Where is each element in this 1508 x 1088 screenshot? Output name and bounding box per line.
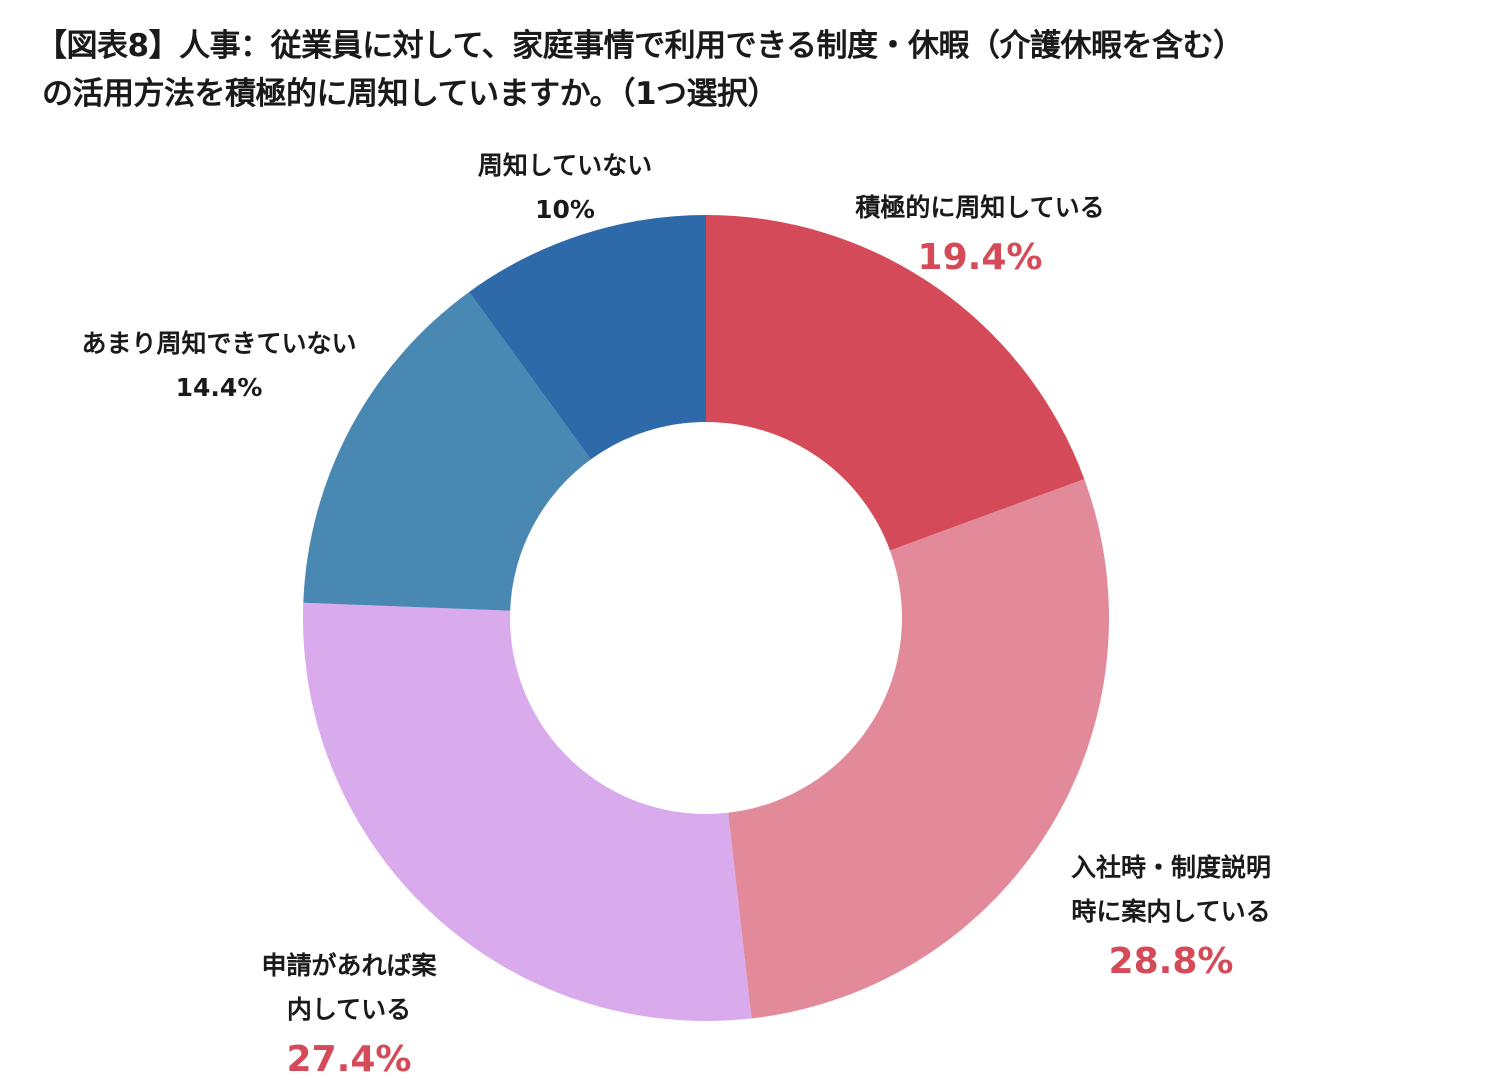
donut-slice-4 — [303, 291, 591, 611]
donut-slice-3 — [303, 602, 752, 1021]
slice-label-text: 内している — [286, 995, 412, 1024]
slice-label-5: 周知していない 10% — [478, 144, 652, 232]
chart-title: 【図表8】人事：従業員に対して、家庭事情で利用できる制度・休暇（介護休暇を含む）… — [36, 22, 1496, 118]
donut-slice-2 — [728, 479, 1109, 1019]
slice-label-4: あまり周知できていない 14.4% — [81, 322, 356, 410]
slice-value-label: 27.4% — [286, 1039, 412, 1080]
slice-label-text: 時に案内している — [1071, 897, 1271, 926]
chart-title-line-2: の活用方法を積極的に周知していますか。（1つ選択） — [42, 76, 779, 112]
slice-label-2: 入社時・制度説明 時に案内している 28.8% — [1071, 846, 1271, 990]
donut-slice-5 — [469, 215, 706, 460]
slice-label-text: 周知していない — [477, 151, 653, 180]
slice-label-text: 申請があれば案 — [261, 951, 437, 980]
slice-label-1: 積極的に周知している 19.4% — [855, 186, 1104, 286]
slice-label-text: 入社時・制度説明 — [1070, 853, 1272, 882]
slice-label-text: あまり周知できていない — [81, 329, 357, 358]
slice-value-label: 28.8% — [1108, 941, 1234, 982]
donut-slice-1 — [706, 215, 1085, 551]
slice-value-label: 19.4% — [917, 237, 1043, 278]
slice-value-label: 14.4% — [175, 373, 263, 402]
slice-value-label: 10% — [535, 195, 595, 224]
slice-label-3: 申請があれば案 内している 27.4% — [261, 944, 436, 1088]
slice-label-text: 積極的に周知している — [855, 193, 1105, 222]
chart-title-line-1: 【図表8】人事：従業員に対して、家庭事情で利用できる制度・休暇（介護休暇を含む） — [36, 28, 1244, 64]
